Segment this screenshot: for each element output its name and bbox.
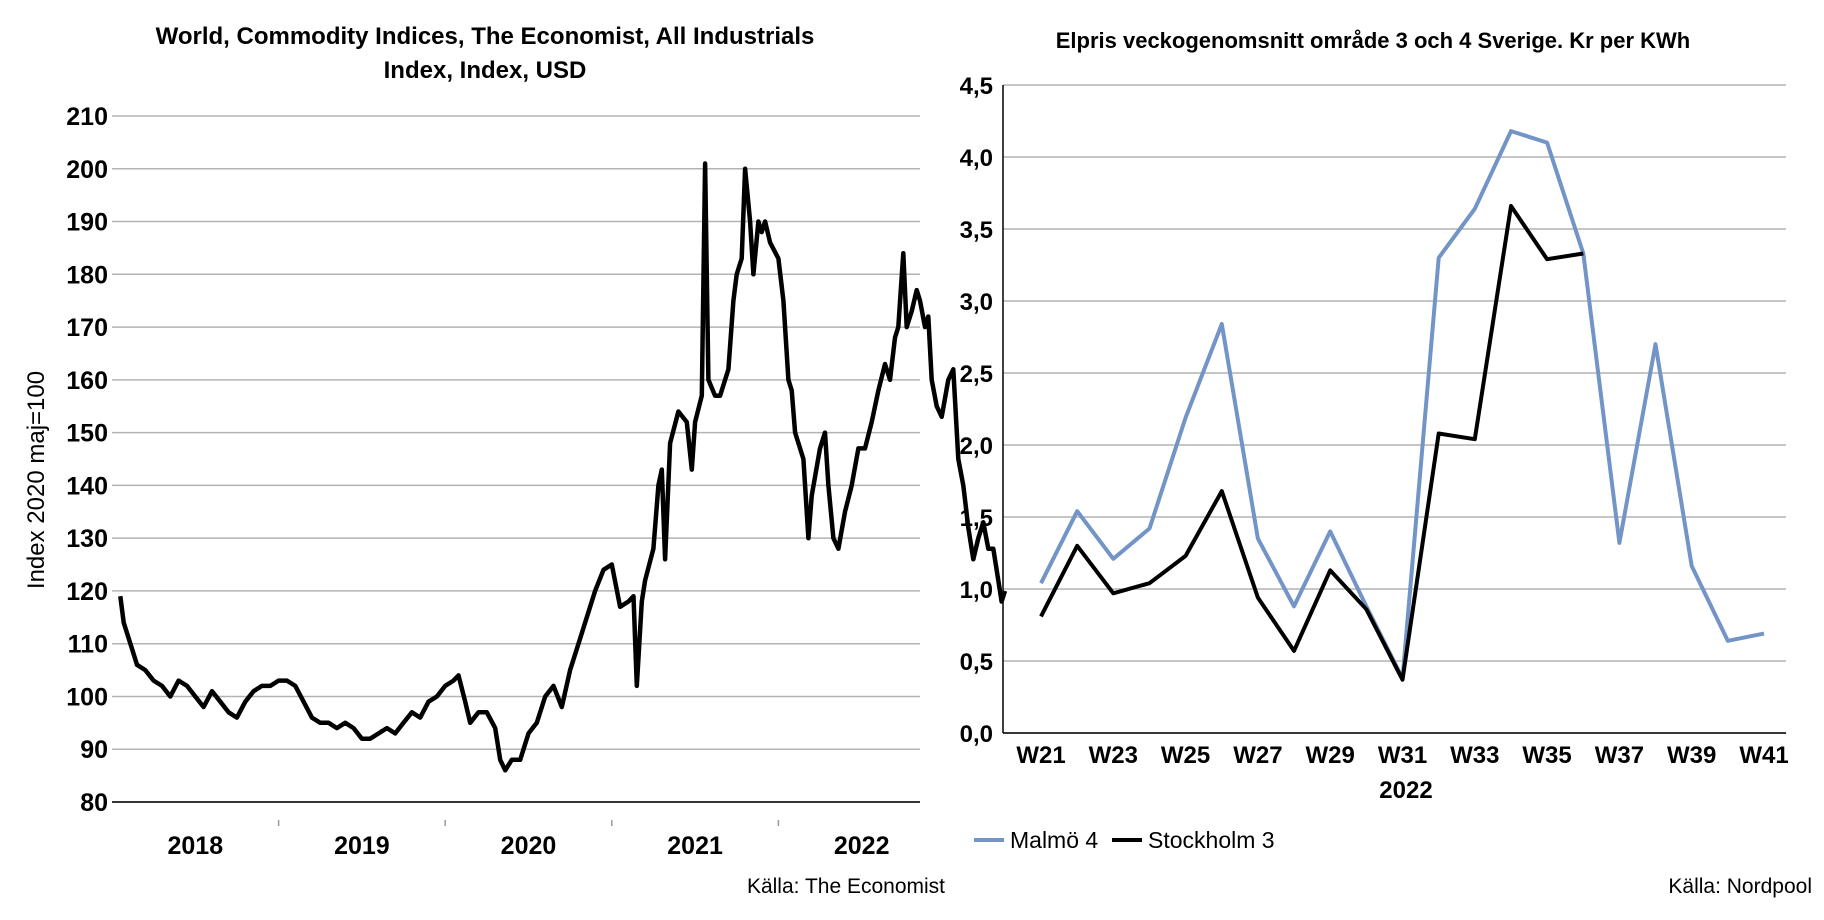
right-y-tick-label: 3,5 [960, 217, 993, 244]
left-y-tick-label: 100 [66, 683, 108, 711]
right-y-tick-label: 0,0 [960, 721, 993, 748]
right-x-tick-label: W41 [1739, 742, 1788, 769]
right-chart-title: Elpris veckogenomsnitt område 3 och 4 Sv… [1056, 28, 1691, 53]
right-x-tick-label: W39 [1667, 742, 1716, 769]
right-chart-x-label: 2022 [1379, 777, 1432, 804]
right-x-tick-label: W33 [1450, 742, 1499, 769]
right-series-line-1 [1039, 204, 1584, 682]
right-y-tick-label: 1,5 [960, 505, 993, 532]
right-chart-x-axis: W21 W23 W25 W27 W29 W31 W33 W35 W37 W39 W41 [1002, 85, 1789, 769]
left-y-tick-label: 200 [66, 156, 108, 184]
left-chart-source: Källa: The Economist [747, 875, 945, 898]
right-chart-legend: Malmö 4 Stockholm 3 [974, 827, 1275, 853]
left-chart-y-axis: 80 90 100 110 120 130 140 150 160 170 180 190 200 210 [66, 103, 108, 817]
right-series-line-0 [1039, 129, 1765, 681]
left-chart-y-label: Index 2020 maj=100 [23, 371, 50, 589]
right-y-tick-label: 4,5 [960, 73, 993, 100]
right-x-tick-label: W37 [1595, 742, 1644, 769]
left-chart-title: World, Commodity Indices, The Economist,… [156, 23, 815, 50]
left-y-tick-label: 90 [80, 736, 108, 764]
right-y-tick-label: 0,5 [960, 649, 993, 676]
electricity-price-chart: Elpris veckogenomsnitt område 3 och 4 Sv… [960, 28, 1812, 898]
right-y-tick-label: 2,0 [960, 433, 993, 460]
commodity-index-chart: World, Commodity Indices, The Economist,… [23, 23, 1008, 898]
left-chart-grid [112, 115, 920, 803]
left-y-tick-label: 80 [80, 789, 108, 817]
left-x-tick-label: 2022 [834, 832, 890, 860]
left-y-tick-label: 140 [66, 472, 108, 500]
left-series-line-0 [118, 161, 1008, 773]
left-chart-subtitle: Index, Index, USD [384, 57, 587, 84]
left-y-tick-label: 170 [66, 314, 108, 342]
left-y-tick-label: 120 [66, 578, 108, 606]
left-y-tick-label: 160 [66, 367, 108, 395]
right-chart-y-axis: 0,0 0,5 1,0 1,5 2,0 2,5 3,0 3,5 4,0 4,5 [960, 73, 993, 748]
left-x-tick-label: 2019 [334, 832, 390, 860]
left-y-tick-label: 180 [66, 261, 108, 289]
left-x-tick-label: 2020 [501, 832, 557, 860]
right-x-tick-label: W21 [1016, 742, 1065, 769]
right-chart-grid [1003, 84, 1786, 734]
left-y-tick-label: 190 [66, 209, 108, 237]
right-x-tick-label: W29 [1306, 742, 1355, 769]
right-x-tick-label: W35 [1522, 742, 1571, 769]
left-chart-x-axis: 2018 2019 2020 2021 2022 [112, 801, 920, 860]
right-y-tick-label: 1,0 [960, 577, 993, 604]
left-y-tick-label: 150 [66, 420, 108, 448]
right-chart-source: Källa: Nordpool [1668, 875, 1812, 898]
left-y-tick-label: 130 [66, 525, 108, 553]
right-y-tick-label: 4,0 [960, 145, 993, 172]
left-y-tick-label: 110 [68, 631, 108, 659]
right-chart-series [1039, 129, 1765, 682]
left-x-tick-label: 2018 [167, 832, 223, 860]
right-y-tick-label: 2,5 [960, 361, 993, 388]
legend-label-stockholm: Stockholm 3 [1148, 827, 1275, 853]
right-y-tick-label: 3,0 [960, 289, 993, 316]
right-x-tick-label: W27 [1233, 742, 1282, 769]
legend-label-malmo: Malmö 4 [1010, 827, 1098, 853]
right-x-tick-label: W25 [1161, 742, 1210, 769]
right-x-tick-label: W23 [1089, 742, 1138, 769]
right-x-tick-label: W31 [1378, 742, 1427, 769]
left-y-tick-label: 210 [66, 103, 108, 131]
left-x-tick-label: 2021 [667, 832, 723, 860]
left-chart-series [118, 161, 1008, 773]
